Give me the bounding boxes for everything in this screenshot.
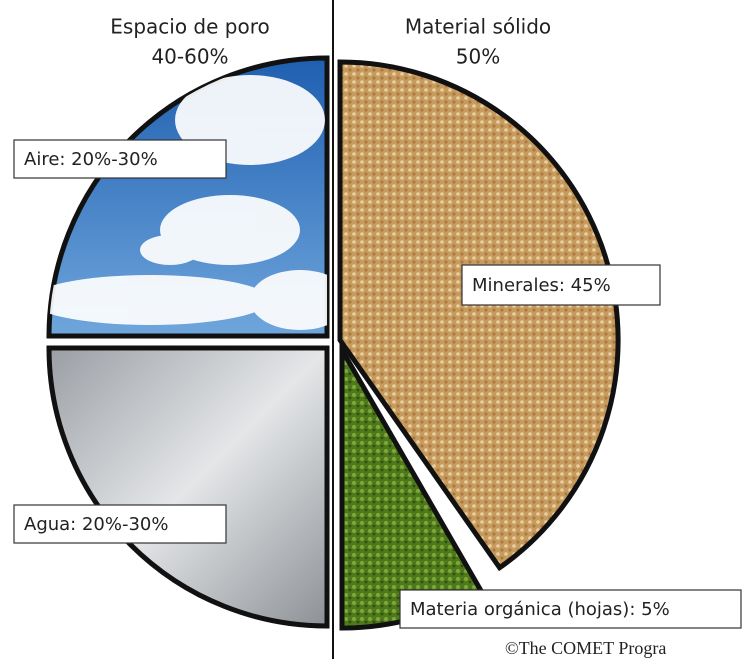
- label-box: [461, 264, 661, 306]
- water-slice: [46, 345, 330, 629]
- header-value: 40-60%: [151, 45, 228, 69]
- credit: ©The COMET Progra: [505, 638, 666, 658]
- water-label: Agua: 20%-30%: [24, 514, 168, 535]
- label-box: [13, 504, 227, 544]
- organic-label: Materia orgánica (hojas): 5%: [410, 599, 670, 620]
- label-box: [13, 139, 227, 179]
- header-title: Espacio de poro: [110, 15, 269, 39]
- clouds: [49, 75, 327, 330]
- minerals-slice: [337, 59, 621, 572]
- header-title: Material sólido: [405, 15, 551, 39]
- minerals-label: Minerales: 45%: [472, 275, 611, 296]
- header-value: 50%: [456, 45, 500, 69]
- air-label: Aire: 20%-30%: [24, 149, 158, 170]
- label-box: [399, 589, 742, 629]
